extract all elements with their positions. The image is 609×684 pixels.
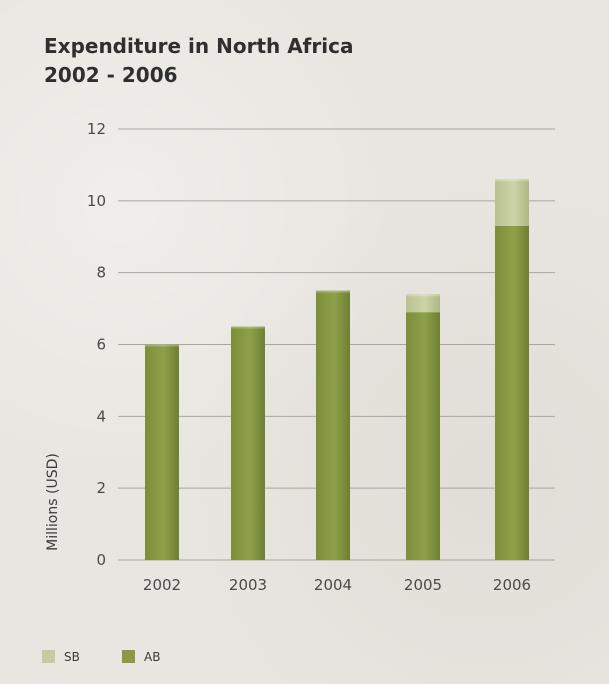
legend: SB AB xyxy=(42,650,160,664)
x-tick-label: 2004 xyxy=(314,576,352,594)
y-tick-label: 8 xyxy=(96,264,106,282)
x-tick-label: 2002 xyxy=(143,576,181,594)
chart-title-line: Expenditure in North Africa xyxy=(44,34,354,58)
bars xyxy=(145,179,529,560)
bar-highlight xyxy=(495,179,529,182)
y-tick-label: 10 xyxy=(87,192,106,210)
axis-labels: 0 2 4 6 8 10 12 2002 2003 2004 2005 2006 xyxy=(87,120,531,594)
legend-swatch-ab xyxy=(122,650,135,663)
chart-subtitle: 2002 - 2006 xyxy=(44,63,178,87)
bar-ab-2005 xyxy=(406,312,440,560)
x-tick-label: 2003 xyxy=(229,576,267,594)
bar-ab-2006 xyxy=(495,225,529,560)
x-tick-label: 2005 xyxy=(404,576,442,594)
bar-highlight xyxy=(316,290,350,293)
bar-ab-2003 xyxy=(231,326,265,560)
bar-highlight xyxy=(231,326,265,329)
y-tick-label: 6 xyxy=(96,336,106,354)
bar-highlight xyxy=(406,294,440,297)
y-tick-label: 2 xyxy=(96,479,106,497)
legend-label-ab: AB xyxy=(144,650,160,664)
y-tick-label: 4 xyxy=(96,407,106,425)
x-tick-label: 2006 xyxy=(493,576,531,594)
bar-sb-2005 xyxy=(406,294,440,313)
y-axis-label: Millions (USD) xyxy=(45,453,61,551)
bar-ab-2004 xyxy=(316,290,350,560)
legend-swatch-sb xyxy=(42,650,55,663)
chart-title: Expenditure in North Africa 2002 - 2006 xyxy=(44,32,353,90)
legend-label-sb: SB xyxy=(64,650,80,664)
bar-ab-2002 xyxy=(145,344,179,560)
bar-highlight xyxy=(145,344,179,347)
y-tick-label: 0 xyxy=(96,551,106,569)
y-tick-label: 12 xyxy=(87,120,106,138)
bar-sb-2006 xyxy=(495,179,529,226)
